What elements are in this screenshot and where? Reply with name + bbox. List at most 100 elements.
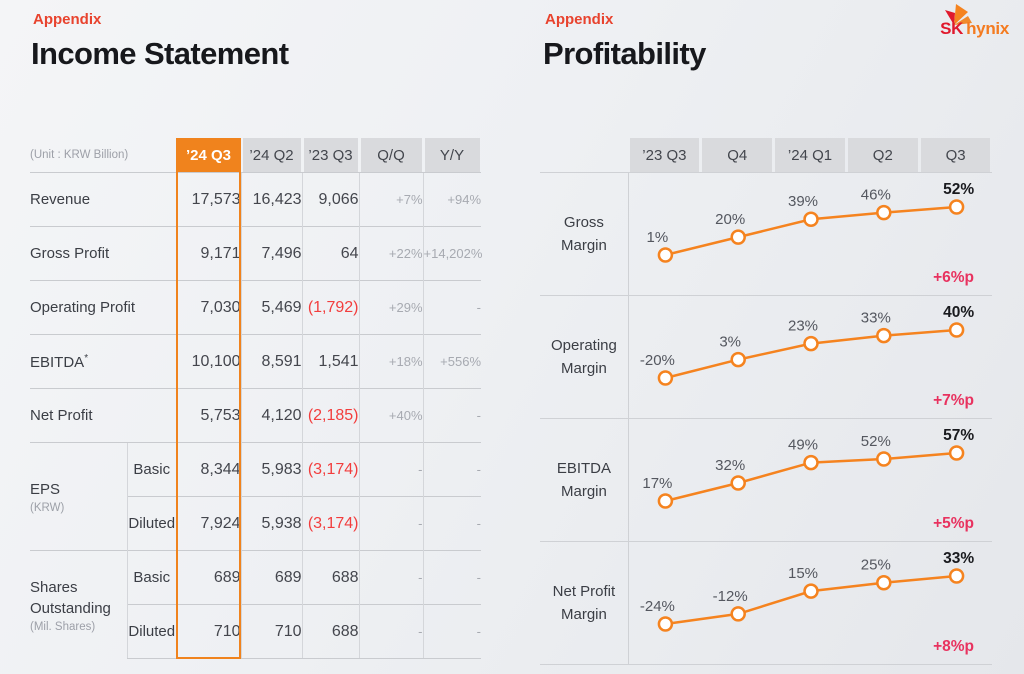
income-statement-table: (Unit : KRW Billion) ’24 Q3’24 Q2’23 Q3 Q/…	[30, 138, 482, 659]
data-point	[730, 475, 746, 491]
point-label: 1%	[646, 229, 668, 246]
data-point	[803, 211, 819, 227]
chart-plot-area: 1% 20% 39% 46% 52% +6%p	[627, 173, 992, 295]
table-row: EBITDA* 10,100 8,591 1,541 +18% +556%	[30, 334, 482, 389]
point-label: 39%	[788, 193, 818, 210]
point-label: 57%	[943, 427, 974, 444]
cell-value: 8,591	[240, 334, 303, 389]
cell-value: 1,541	[301, 334, 360, 389]
cell-value: 7,496	[240, 226, 303, 281]
chart-row-label: Operating Margin	[550, 336, 617, 377]
unit-label: (Unit : KRW Billion)	[30, 149, 129, 161]
cell-value: 688	[301, 604, 360, 659]
data-point	[875, 204, 892, 221]
chart-row-3: Net Profit Margin -24% -12% 15% 25% 33% +8%p	[540, 541, 992, 664]
chart-row-label: Gross Margin	[560, 213, 607, 254]
table-row: Diluted 710 710 688- -	[30, 604, 482, 659]
cell-value: -	[422, 604, 482, 659]
cell-value: 7,924	[176, 496, 242, 551]
cell-value: 64	[301, 226, 360, 281]
row-group-label: EPS (KRW)	[30, 442, 127, 551]
chart-plot-area: -24% -12% 15% 25% 33% +8%p	[627, 542, 992, 664]
column-header-4: Q/Q	[359, 138, 423, 173]
row-sub-label: Diluted	[126, 604, 177, 659]
row-label: Gross Profit	[30, 226, 177, 281]
row-sub-label: Basic	[126, 442, 177, 497]
data-point	[657, 616, 673, 632]
sk-hynix-logo: SK hynix	[917, 4, 1009, 41]
column-header-5: Y/Y	[423, 138, 481, 173]
table-header-row: (Unit : KRW Billion) ’24 Q3’24 Q2’23 Q3 Q/…	[30, 138, 481, 173]
delta-badge: +7%p	[933, 392, 974, 409]
chart-row-0: Gross Margin 1% 20% 39% 46% 52% +6%p	[540, 172, 992, 295]
cell-value: -	[422, 550, 482, 605]
data-point	[803, 454, 819, 471]
data-point	[803, 335, 819, 352]
column-header-2: ’24 Q2	[241, 138, 302, 173]
point-label: 23%	[788, 318, 818, 335]
point-label: -12%	[713, 588, 748, 605]
line-chart-1: -20% 3% 23% 33% 40%	[640, 304, 974, 386]
row-sub-label: Diluted	[126, 496, 177, 551]
table-row: Revenue 17,573 16,423 9,066 +7% +94%	[30, 172, 482, 227]
point-label: 52%	[943, 181, 974, 198]
table-row: Diluted 7,924 5,938 (3,174) - -	[30, 496, 482, 551]
data-point	[657, 370, 673, 386]
point-label: 20%	[715, 211, 745, 228]
cell-value: 5,753	[176, 388, 242, 443]
cell-value: (3,174)	[301, 442, 360, 497]
data-point	[730, 351, 746, 368]
chart-header-row: ’23 Q3 Q4’24 Q1 Q2 Q3	[540, 138, 992, 172]
line-chart-0: 1% 20% 39% 46% 52%	[646, 181, 974, 263]
column-header-3: ’23 Q3	[302, 138, 359, 173]
data-point	[875, 451, 892, 467]
data-point	[803, 583, 819, 599]
cell-value: 7,030	[176, 280, 242, 335]
table-row: Shares Outstanding (Mil. Shares) Basic 689…	[30, 550, 482, 659]
point-label: 46%	[861, 187, 891, 204]
table-row: EPS (KRW) Basic 8,344 5,983 (3,174) - -	[30, 442, 482, 551]
row-group-label: Shares Outstanding (Mil. Shares)	[30, 550, 127, 659]
cell-value: 689	[176, 550, 242, 605]
point-label: 52%	[861, 433, 891, 450]
delta-badge: +8%p	[933, 638, 974, 655]
cell-value: 5,469	[240, 280, 303, 335]
point-label: 33%	[943, 550, 974, 567]
cell-value: (2,185)	[301, 388, 360, 443]
point-label: 15%	[788, 565, 818, 582]
cell-value: -	[422, 442, 482, 497]
cell-value: 17,573	[176, 172, 242, 227]
row-label: Revenue	[30, 172, 177, 227]
cell-value: 688	[301, 550, 360, 605]
chart-column-header-4: Q2	[846, 138, 919, 172]
cell-value: +18%	[358, 334, 424, 389]
chart-plot-area: 17% 32% 49% 52% 57% +5%p	[627, 419, 992, 541]
cell-value: 9,066	[301, 172, 360, 227]
cell-value: -	[422, 388, 482, 443]
delta-badge: +5%p	[933, 515, 974, 532]
point-label: 25%	[861, 557, 891, 574]
cell-value: 710	[240, 604, 303, 659]
cell-value: 9,171	[176, 226, 242, 281]
cell-value: -	[358, 496, 424, 551]
income-statement-grid: (Unit : KRW Billion) ’24 Q3’24 Q2’23 Q3 Q/…	[30, 138, 482, 659]
point-label: 3%	[719, 334, 741, 351]
cell-value: 4,120	[240, 388, 303, 443]
data-point	[948, 445, 965, 461]
table-row: Gross Profit 9,171 7,496 64 +22% +14,202%	[30, 226, 482, 281]
cell-value: +14,202%	[422, 226, 482, 281]
profitability-panel: Appendix Profitability SK hynix ’23 Q3 Q4’…	[512, 0, 1024, 674]
appendix-eyebrow-right: Appendix	[545, 11, 614, 28]
page-title-profitability: Profitability	[543, 36, 706, 71]
delta-badge: +6%p	[933, 269, 974, 286]
cell-value: (1,792)	[301, 280, 360, 335]
table-row: Operating Profit 7,030 5,469 (1,792) +29% -	[30, 280, 482, 335]
logo-text: SK hynix	[940, 19, 1009, 39]
point-label: 17%	[642, 475, 672, 492]
cell-value: -	[358, 604, 424, 659]
cell-value: +94%	[422, 172, 482, 227]
data-point	[948, 199, 965, 215]
cell-value: -	[358, 442, 424, 497]
cell-value: (3,174)	[301, 496, 360, 551]
chart-row-label: EBITDA Margin	[556, 459, 611, 500]
